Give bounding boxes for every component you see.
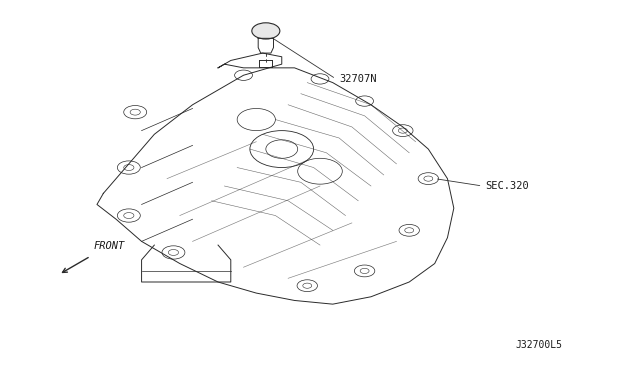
Circle shape xyxy=(252,23,280,39)
Text: FRONT: FRONT xyxy=(94,241,125,251)
Text: J32700L5: J32700L5 xyxy=(515,340,562,350)
Text: SEC.320: SEC.320 xyxy=(486,181,529,191)
Text: 32707N: 32707N xyxy=(339,74,376,84)
